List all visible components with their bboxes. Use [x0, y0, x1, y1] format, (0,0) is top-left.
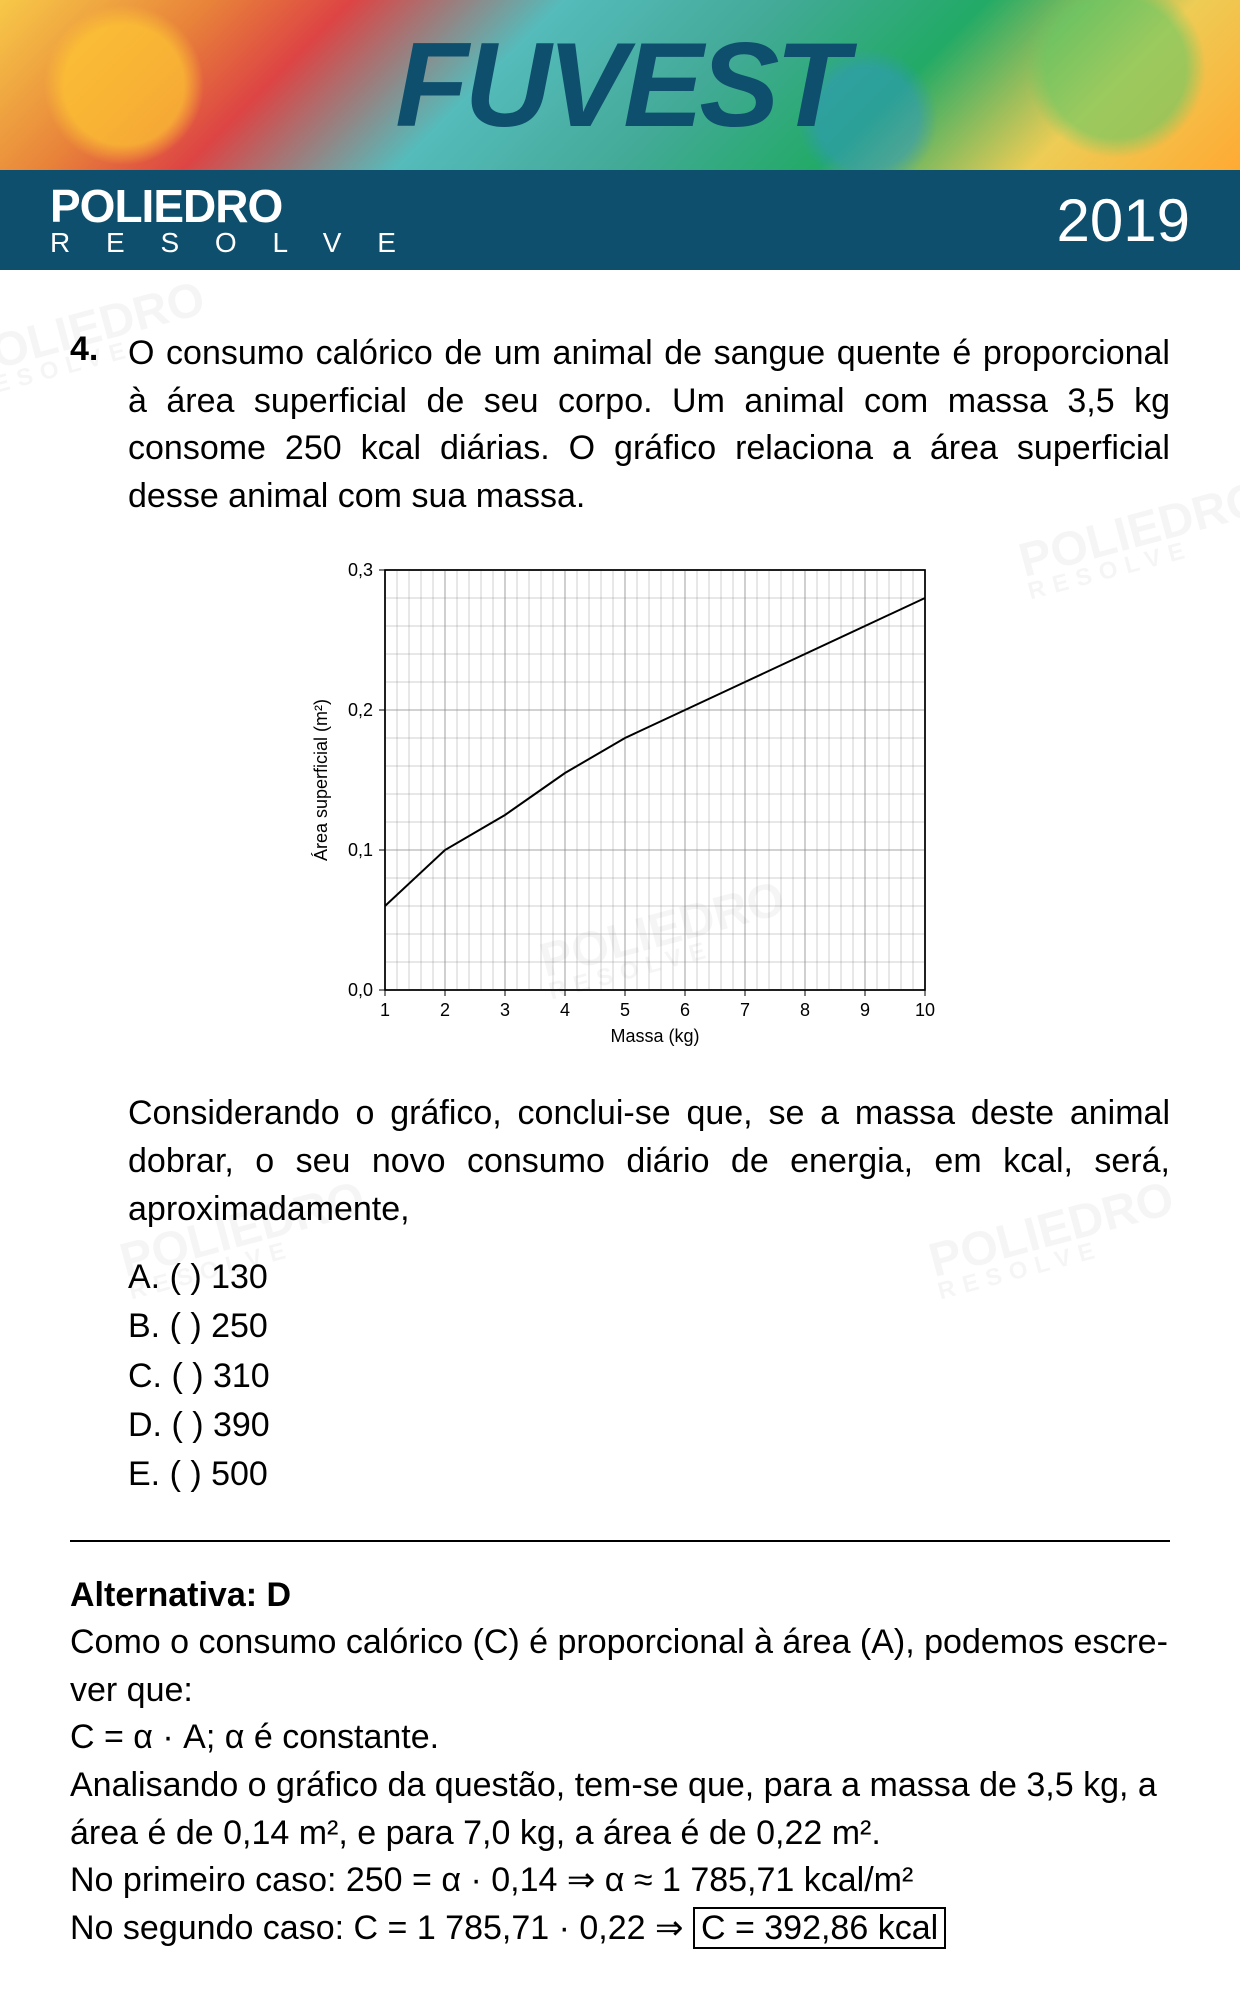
solution-line: C = α · A; α é constante.: [70, 1714, 1170, 1762]
solution-block: Alternativa: D Como o consumo calórico (…: [70, 1572, 1170, 1953]
question-number: 4.: [70, 330, 110, 520]
exam-title: FUVEST: [395, 16, 844, 154]
brand-bar: POLIEDRO R E S O L V E 2019: [0, 170, 1240, 270]
question-block: 4. O consumo calórico de um animal de sa…: [70, 330, 1170, 520]
solution-boxed-answer: C = 392,86 kcal: [693, 1907, 946, 1949]
divider: [70, 1540, 1170, 1542]
brand-subtitle: R E S O L V E: [50, 229, 410, 257]
svg-text:0,3: 0,3: [348, 560, 373, 580]
options-list: A. ( ) 130B. ( ) 250C. ( ) 310D. ( ) 390…: [128, 1253, 1170, 1499]
svg-text:8: 8: [800, 1000, 810, 1020]
option-row: B. ( ) 250: [128, 1302, 1170, 1351]
brand-block: POLIEDRO R E S O L V E: [50, 183, 410, 257]
solution-line: No primeiro caso: 250 = α · 0,14 ⇒ α ≈ 1…: [70, 1857, 1170, 1905]
svg-text:Área superficial (m²): Área superficial (m²): [311, 699, 331, 861]
svg-text:2: 2: [440, 1000, 450, 1020]
svg-text:1: 1: [380, 1000, 390, 1020]
option-row: E. ( ) 500: [128, 1450, 1170, 1499]
svg-text:7: 7: [740, 1000, 750, 1020]
svg-text:0,2: 0,2: [348, 700, 373, 720]
svg-text:Massa (kg): Massa (kg): [610, 1026, 699, 1046]
option-row: A. ( ) 130: [128, 1253, 1170, 1302]
solution-final-line: No segundo caso: C = 1 785,71 · 0,22 ⇒ C…: [70, 1905, 1170, 1953]
svg-text:3: 3: [500, 1000, 510, 1020]
solution-line: Analisando o gráfico da questão, tem-se …: [70, 1762, 1170, 1857]
svg-text:10: 10: [915, 1000, 935, 1020]
header-banner: FUVEST: [0, 0, 1240, 170]
solution-alternative: Alternativa: D: [70, 1572, 1170, 1620]
year-label: 2019: [1057, 186, 1190, 255]
option-row: C. ( ) 310: [128, 1352, 1170, 1401]
chart: 1 2 3 4 5 6 7 8 9 10 0,0 0,1 0,2 0,3 Massa (kg) Área su…: [295, 550, 945, 1060]
question-text-2: Considerando o gráfico, conclui-se que, …: [128, 1090, 1170, 1233]
svg-text:9: 9: [860, 1000, 870, 1020]
svg-text:5: 5: [620, 1000, 630, 1020]
brand-title: POLIEDRO: [50, 183, 410, 229]
svg-text:6: 6: [680, 1000, 690, 1020]
solution-lines: Como o consumo calórico (C) é proporcion…: [70, 1619, 1170, 1905]
question-text-1: O consumo calórico de um animal de sangu…: [128, 330, 1170, 520]
svg-text:4: 4: [560, 1000, 570, 1020]
option-row: D. ( ) 390: [128, 1401, 1170, 1450]
content-area: POLIEDRORESOLVE POLIEDRORESOLVE POLIEDRO…: [0, 270, 1240, 1992]
chart-container: 1 2 3 4 5 6 7 8 9 10 0,0 0,1 0,2 0,3 Massa (kg) Área su…: [70, 550, 1170, 1060]
solution-final-prefix: No segundo caso: C = 1 785,71 · 0,22 ⇒: [70, 1909, 693, 1947]
solution-line: Como o consumo calórico (C) é proporcion…: [70, 1619, 1170, 1714]
svg-text:0,1: 0,1: [348, 840, 373, 860]
svg-text:0,0: 0,0: [348, 980, 373, 1000]
